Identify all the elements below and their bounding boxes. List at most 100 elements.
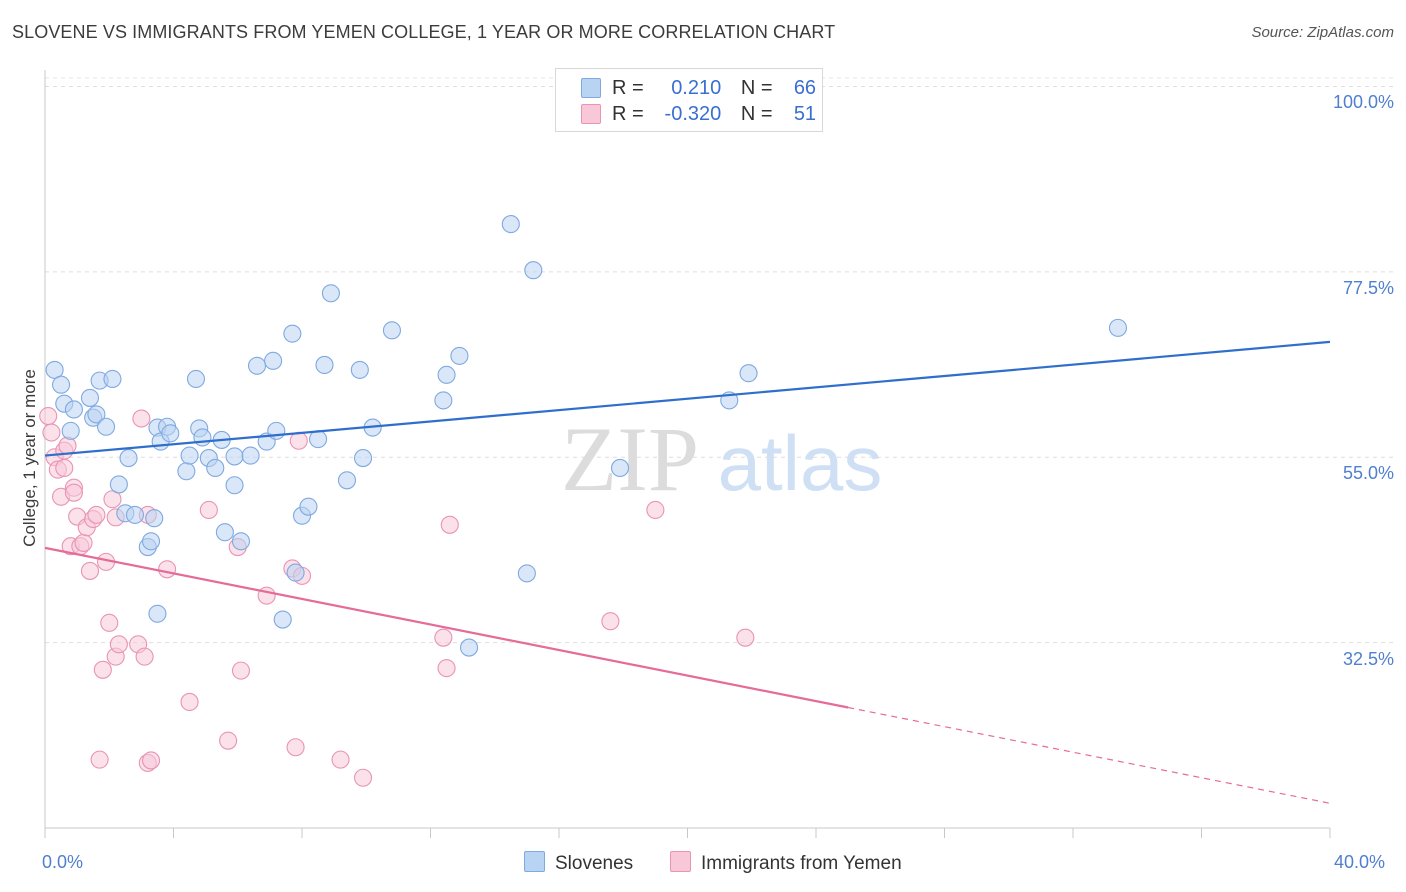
point-yemen bbox=[100, 613, 119, 632]
point-slovenes bbox=[283, 324, 302, 343]
point-slovenes bbox=[353, 449, 373, 468]
legend-swatch-pink bbox=[670, 851, 691, 872]
point-slovenes bbox=[125, 505, 144, 524]
legend-r-value: 0.210 bbox=[671, 77, 722, 99]
point-yemen bbox=[158, 560, 177, 579]
trend-lines bbox=[44, 340, 1331, 804]
point-yemen bbox=[64, 483, 83, 502]
point-yemen bbox=[55, 458, 74, 478]
point-slovenes bbox=[177, 462, 196, 481]
point-slovenes bbox=[225, 476, 244, 495]
watermark-atlas: atlas bbox=[718, 419, 883, 507]
point-slovenes bbox=[161, 424, 180, 443]
point-yemen bbox=[353, 768, 373, 787]
point-yemen bbox=[135, 647, 154, 666]
point-yemen bbox=[437, 659, 456, 678]
point-slovenes bbox=[103, 369, 122, 389]
point-slovenes bbox=[517, 564, 536, 583]
point-slovenes bbox=[215, 523, 234, 542]
point-slovenes bbox=[186, 369, 206, 389]
legend-swatch-pink bbox=[581, 104, 601, 124]
point-yemen bbox=[289, 431, 308, 450]
point-yemen bbox=[58, 436, 77, 455]
legend-r-label: R = bbox=[612, 103, 644, 125]
point-slovenes bbox=[437, 365, 456, 384]
point-slovenes bbox=[193, 428, 212, 447]
point-yemen bbox=[219, 731, 238, 750]
point-slovenes bbox=[309, 430, 328, 449]
point-slovenes bbox=[610, 458, 630, 478]
point-yemen bbox=[286, 738, 305, 757]
point-yemen bbox=[331, 750, 350, 769]
point-yemen bbox=[87, 505, 106, 524]
point-slovenes bbox=[315, 355, 334, 375]
legend-n-value: 51 bbox=[793, 103, 817, 125]
point-yemen bbox=[199, 500, 218, 520]
point-slovenes bbox=[206, 458, 225, 478]
y-tick-label: 32.5% bbox=[1342, 648, 1394, 669]
point-yemen bbox=[141, 751, 161, 770]
point-slovenes bbox=[1108, 318, 1128, 337]
legend-label-slovenes: Slovenes bbox=[555, 853, 634, 874]
point-slovenes bbox=[264, 351, 283, 370]
legend-n-label: N = bbox=[740, 103, 773, 125]
point-yemen bbox=[440, 515, 459, 534]
point-slovenes bbox=[241, 446, 260, 465]
y-tick-label: 100.0% bbox=[1332, 92, 1394, 113]
point-slovenes bbox=[231, 532, 251, 551]
point-yemen bbox=[80, 561, 100, 580]
legend-n-label: N = bbox=[740, 77, 773, 99]
source-label: Source: ZipAtlas.com bbox=[1251, 24, 1394, 41]
point-slovenes bbox=[225, 447, 244, 466]
point-slovenes bbox=[434, 391, 453, 410]
point-slovenes bbox=[450, 346, 469, 365]
point-yemen bbox=[109, 635, 128, 654]
watermark-zip: ZIP bbox=[561, 408, 699, 510]
point-slovenes bbox=[739, 364, 758, 383]
bottom-legend-slovenes: Slovenes bbox=[524, 851, 633, 875]
point-yemen bbox=[434, 628, 453, 647]
point-yemen bbox=[93, 660, 112, 679]
point-yemen bbox=[42, 423, 61, 442]
point-slovenes bbox=[299, 497, 318, 516]
legend-r-value: -0.320 bbox=[664, 103, 722, 125]
point-slovenes bbox=[267, 421, 286, 440]
point-slovenes bbox=[145, 509, 164, 528]
point-yemen bbox=[646, 500, 665, 520]
point-slovenes bbox=[64, 400, 83, 419]
point-slovenes bbox=[350, 360, 369, 379]
point-slovenes bbox=[96, 417, 116, 436]
trend-line-yemen bbox=[44, 546, 849, 709]
y-axis-label: College, 1 year or more bbox=[20, 369, 39, 547]
point-yemen bbox=[736, 628, 755, 647]
point-yemen bbox=[132, 409, 151, 428]
grid-lines bbox=[45, 77, 1393, 644]
point-yemen bbox=[74, 533, 93, 552]
point-slovenes bbox=[337, 471, 357, 490]
point-yemen bbox=[180, 692, 199, 711]
point-yemen bbox=[231, 661, 251, 680]
point-slovenes bbox=[87, 405, 106, 424]
point-yemen bbox=[601, 612, 620, 631]
trend-line-yemen-extension bbox=[848, 706, 1331, 804]
trend-line-slovenes bbox=[44, 340, 1331, 457]
point-slovenes bbox=[52, 375, 71, 394]
point-slovenes bbox=[501, 215, 520, 234]
correlation-legend: R = 0.210 N = 66 R = -0.320 N = 51 bbox=[555, 68, 823, 132]
point-slovenes bbox=[141, 532, 161, 551]
legend-swatch-blue bbox=[581, 78, 601, 98]
point-slovenes bbox=[180, 446, 199, 465]
legend-swatch-blue bbox=[524, 851, 545, 872]
point-slovenes bbox=[61, 421, 80, 440]
point-slovenes bbox=[273, 610, 292, 629]
x-tick-min: 0.0% bbox=[42, 852, 84, 872]
legend-n-value: 66 bbox=[793, 77, 817, 99]
point-slovenes bbox=[286, 563, 305, 582]
legend-r-label: R = bbox=[612, 77, 644, 99]
point-slovenes bbox=[119, 449, 138, 468]
y-tick-label: 77.5% bbox=[1342, 277, 1394, 298]
point-slovenes bbox=[109, 475, 128, 494]
x-tick-max: 40.0% bbox=[1334, 852, 1386, 872]
point-slovenes bbox=[382, 321, 402, 340]
